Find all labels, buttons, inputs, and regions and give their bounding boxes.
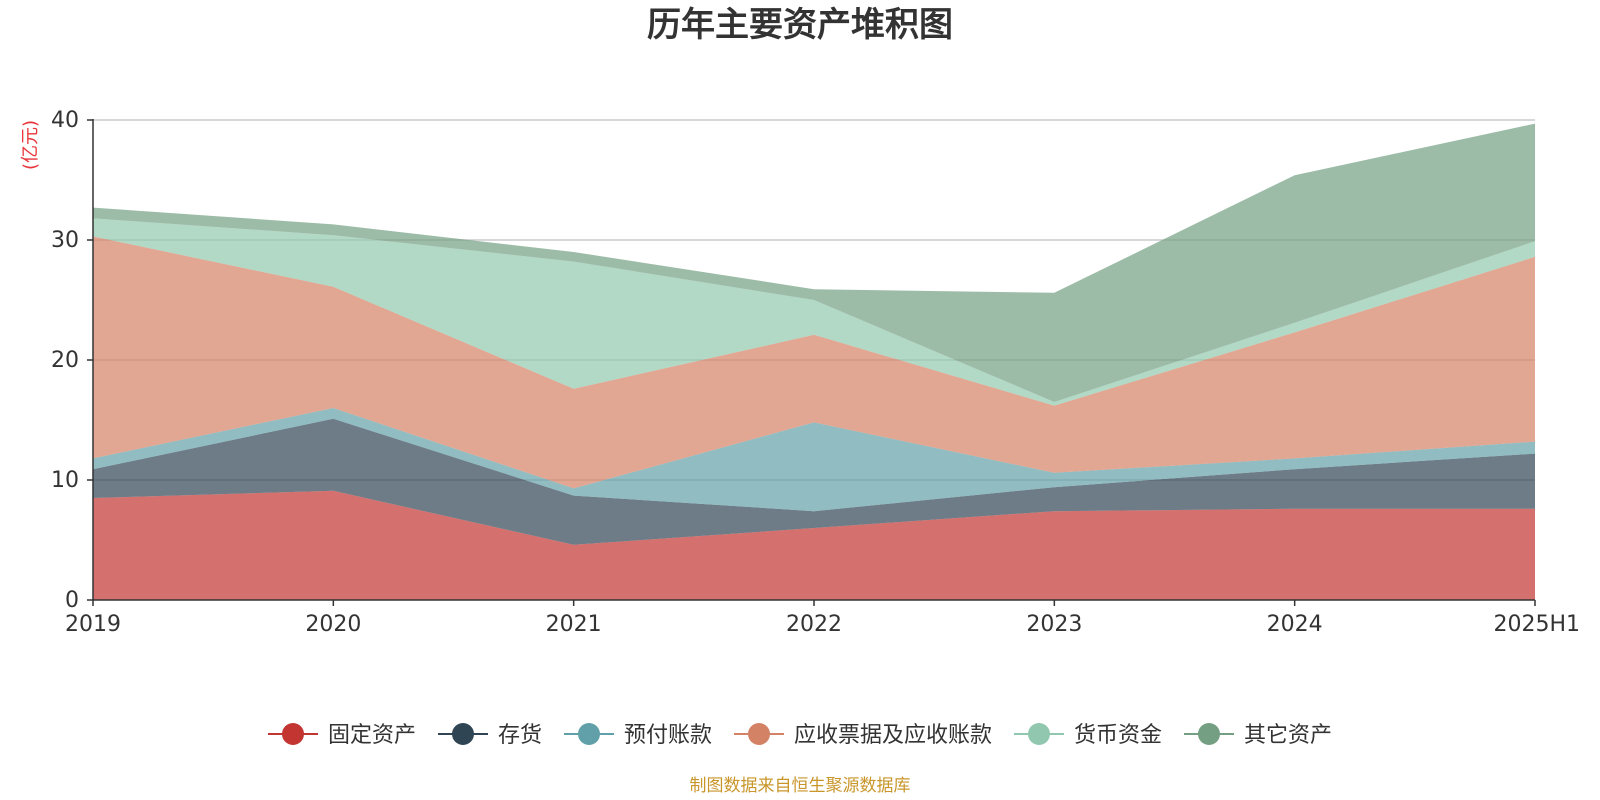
legend-label: 其它资产: [1244, 723, 1332, 748]
y-axis-unit-label: (亿元): [20, 120, 41, 170]
legend-item-3[interactable]: 预付账款: [564, 723, 712, 748]
x-tick-label-2019: 2019: [65, 612, 121, 637]
area-series-4: [93, 236, 1535, 489]
area-series-1: [93, 490, 1535, 600]
x-tick-label-2024: 2024: [1267, 612, 1323, 637]
area-series-3: [93, 408, 1535, 512]
legend-item-2[interactable]: 存货: [438, 723, 542, 748]
x-tick-label-2020: 2020: [305, 612, 361, 637]
area-series-2: [93, 418, 1535, 545]
x-tick-label-2022: 2022: [786, 612, 842, 637]
y-tick-label-30: 30: [51, 228, 79, 253]
legend[interactable]: 固定资产 存货 预付账款 应收票据及应收账款 货币资金 其它资产: [268, 723, 1332, 748]
axes: 0 10 20 30 40 2019 2020 2021 2022 2023 2024 2025H1: [51, 108, 1580, 637]
legend-item-4[interactable]: 应收票据及应收账款: [734, 723, 992, 748]
y-tick-label-0: 0: [65, 588, 79, 613]
y-tick-label-10: 10: [51, 468, 79, 493]
area-series-group: [93, 123, 1535, 600]
legend-marker: [282, 723, 304, 745]
legend-marker: [452, 723, 474, 745]
legend-label: 固定资产: [328, 723, 416, 748]
legend-label: 货币资金: [1074, 723, 1162, 748]
source-note: 制图数据来自恒生聚源数据库: [690, 776, 911, 796]
y-tick-label-40: 40: [51, 108, 79, 133]
x-tick-label-2025H1: 2025H1: [1493, 612, 1580, 637]
legend-item-5[interactable]: 货币资金: [1014, 723, 1162, 748]
y-tick-label-20: 20: [51, 348, 79, 373]
area-series-5: [93, 218, 1535, 406]
x-tick-label-2021: 2021: [546, 612, 602, 637]
legend-item-1[interactable]: 固定资产: [268, 723, 416, 748]
chart-title: 历年主要资产堆积图: [647, 5, 953, 45]
legend-item-6[interactable]: 其它资产: [1184, 723, 1332, 748]
legend-marker: [748, 723, 770, 745]
legend-marker: [1198, 723, 1220, 745]
legend-marker: [578, 723, 600, 745]
legend-label: 预付账款: [624, 723, 712, 748]
legend-marker: [1028, 723, 1050, 745]
legend-label: 存货: [498, 723, 542, 748]
legend-label: 应收票据及应收账款: [794, 723, 992, 748]
x-tick-label-2023: 2023: [1026, 612, 1082, 637]
area-series-6: [93, 123, 1535, 402]
